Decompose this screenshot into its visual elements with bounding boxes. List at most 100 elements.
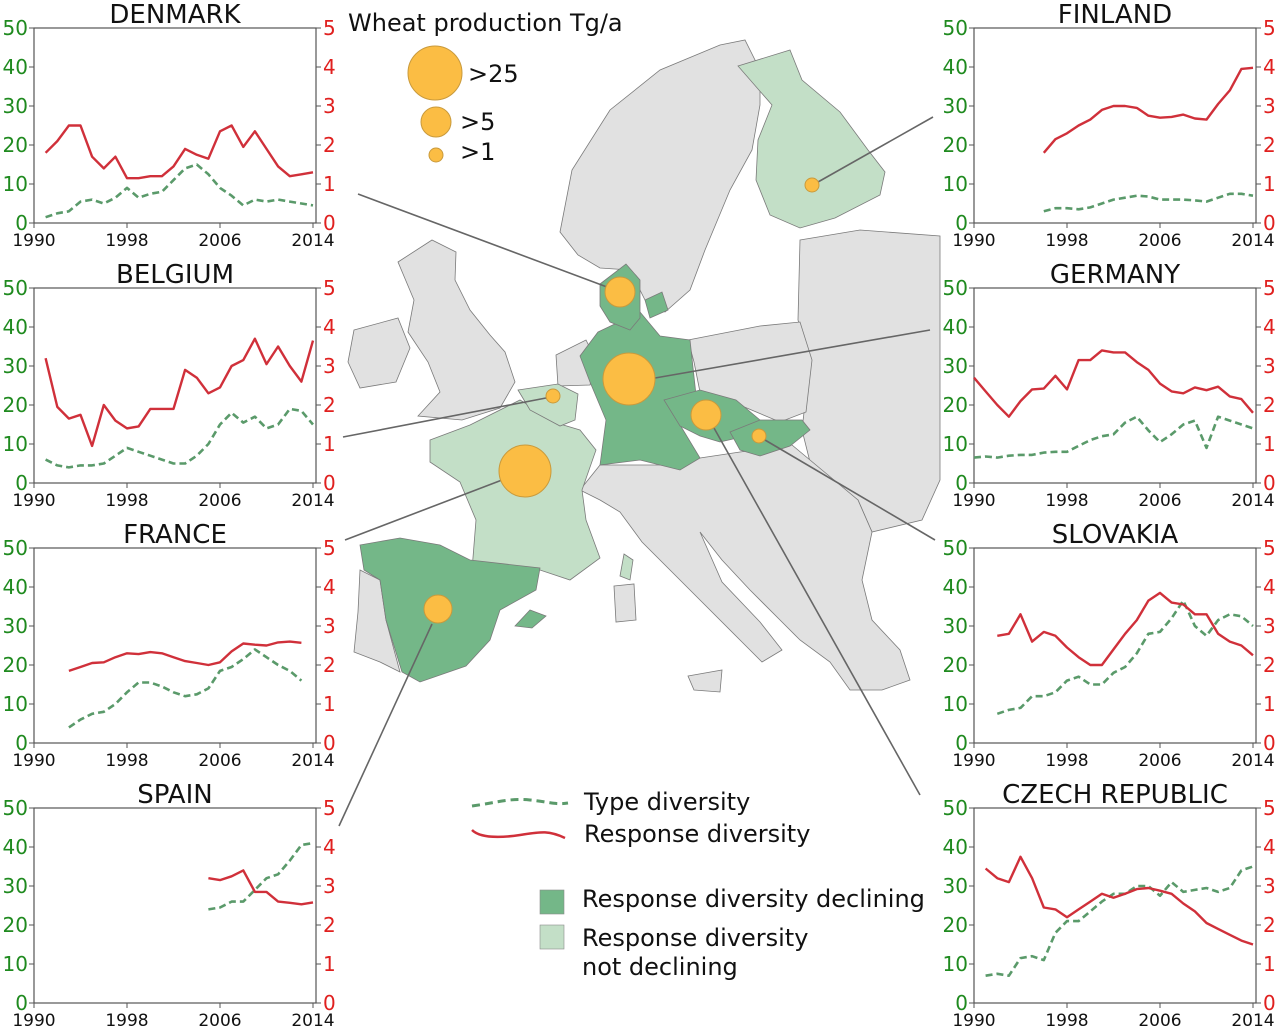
y-right-tick-label: 2 [1263, 913, 1276, 937]
size-legend-title: Wheat production Tg/a [348, 9, 623, 37]
bubble-finland [804, 177, 820, 193]
plot-frame [33, 547, 317, 744]
chart-title: DENMARK [109, 0, 241, 30]
y-left-tick-label: 20 [3, 393, 28, 417]
y-right-tick-label: 4 [323, 55, 336, 79]
not-declining-label: Response diversity [582, 924, 808, 952]
response-diversity-line [984, 855, 1254, 946]
y-right-tick-label: 0 [1263, 991, 1276, 1015]
plot-frame [33, 807, 317, 1004]
x-tick-label: 1998 [1045, 751, 1088, 771]
x-tick-label: 2006 [1138, 491, 1181, 511]
chart-czech-republic: CZECH REPUBLIC 0 10 20 30 40 50 0 1 2 3 4 5 1990 1998 2… [943, 780, 1276, 1031]
connector-denmark [357, 193, 608, 288]
y-right-tick-label: 3 [323, 94, 336, 118]
x-tick-label: 1998 [105, 751, 148, 771]
y-right-tick-label: 5 [323, 536, 336, 560]
chart-belgium: BELGIUM 0 10 20 30 40 50 0 1 2 3 4 5 1990 1998 2006 2014 [3, 260, 336, 511]
x-tick-label: 1990 [12, 231, 55, 251]
y-left-tick-label: 0 [955, 731, 968, 755]
y-right-tick-label: 0 [323, 731, 336, 755]
y-left-tick-label: 10 [943, 952, 968, 976]
country-finland [737, 49, 886, 229]
y-left-tick-label: 20 [943, 913, 968, 937]
y-right-tick-label: 1 [1263, 432, 1276, 456]
y-right-tick-label: 0 [1263, 731, 1276, 755]
y-right-tick-label: 3 [323, 614, 336, 638]
y-left-tick-label: 0 [15, 991, 28, 1015]
y-left-tick-label: 20 [943, 133, 968, 157]
connector-belgium [342, 397, 547, 438]
y-left-tick-label: 50 [3, 276, 28, 300]
type-diversity-line [973, 415, 1254, 459]
y-left-tick-label: 0 [955, 991, 968, 1015]
y-right-tick-label: 4 [323, 575, 336, 599]
plot-frame [973, 547, 1257, 744]
y-right-tick-label: 4 [1263, 315, 1276, 339]
y-left-tick-label: 30 [943, 94, 968, 118]
plot-frame [33, 27, 317, 224]
x-tick-label: 2014 [291, 1011, 334, 1031]
x-tick-label: 2014 [291, 231, 334, 251]
diversity-legend: Type diversity Response diversity Respon… [471, 788, 925, 981]
y-right-tick-label: 5 [1263, 536, 1276, 560]
response-diversity-line [44, 124, 314, 180]
y-right-tick-label: 4 [323, 835, 336, 859]
y-left-tick-label: 10 [943, 692, 968, 716]
x-tick-label: 2006 [1138, 751, 1181, 771]
y-left-tick-label: 10 [3, 952, 28, 976]
bubble-czech-republic [690, 399, 722, 431]
y-right-tick-label: 3 [1263, 94, 1276, 118]
y-right-tick-label: 3 [1263, 354, 1276, 378]
x-tick-label: 1998 [105, 231, 148, 251]
y-left-tick-label: 40 [943, 835, 968, 859]
y-right-tick-label: 1 [323, 432, 336, 456]
y-right-tick-label: 1 [1263, 172, 1276, 196]
chart-title: CZECH REPUBLIC [1002, 780, 1228, 810]
y-left-tick-label: 0 [955, 471, 968, 495]
y-left-tick-label: 50 [3, 796, 28, 820]
y-right-tick-label: 2 [323, 913, 336, 937]
chart-slovakia: SLOVAKIA 0 10 20 30 40 50 0 1 2 3 4 5 1990 1998 2006 201… [943, 520, 1276, 771]
y-right-tick-label: 2 [1263, 653, 1276, 677]
response-diversity-swatch [471, 829, 566, 840]
size-legend: Wheat production Tg/a >25 >5 >1 [348, 9, 623, 166]
country-denmark-islands [644, 291, 669, 319]
y-left-tick-label: 50 [943, 796, 968, 820]
x-tick-label: 1990 [952, 1011, 995, 1031]
y-right-tick-label: 5 [1263, 796, 1276, 820]
y-left-tick-label: 50 [3, 16, 28, 40]
connector-germany [654, 329, 931, 379]
y-left-tick-label: 20 [3, 653, 28, 677]
country-corsica [619, 553, 634, 581]
y-right-tick-label: 1 [323, 172, 336, 196]
connector-france [344, 479, 503, 541]
response-diversity-line [1042, 66, 1254, 154]
x-tick-label: 2014 [1231, 491, 1274, 511]
country-sicily [687, 669, 723, 693]
y-left-tick-label: 10 [943, 172, 968, 196]
y-right-tick-label: 0 [323, 471, 336, 495]
type-diversity-line [208, 841, 314, 911]
y-right-tick-label: 2 [1263, 133, 1276, 157]
country-sardinia [613, 583, 637, 623]
type-diversity-label: Type diversity [583, 788, 750, 816]
chart-france: FRANCE 0 10 20 30 40 50 0 1 2 3 4 5 1990 1998 2006 2014 [3, 520, 336, 771]
y-right-tick-label: 2 [1263, 393, 1276, 417]
y-left-tick-label: 40 [943, 315, 968, 339]
x-tick-label: 1990 [12, 1011, 55, 1031]
y-right-tick-label: 4 [1263, 55, 1276, 79]
y-right-tick-label: 2 [323, 133, 336, 157]
production-bubbles [423, 177, 820, 624]
response-diversity-label: Response diversity [584, 820, 810, 848]
y-left-tick-label: 30 [3, 354, 28, 378]
plot-frame [973, 807, 1257, 1004]
y-left-tick-label: 10 [3, 692, 28, 716]
y-left-tick-label: 10 [943, 432, 968, 456]
bubble-germany [602, 352, 656, 406]
y-left-tick-label: 0 [15, 211, 28, 235]
x-tick-label: 1998 [105, 491, 148, 511]
not-declining-swatch [539, 924, 565, 950]
y-right-tick-label: 0 [323, 991, 336, 1015]
